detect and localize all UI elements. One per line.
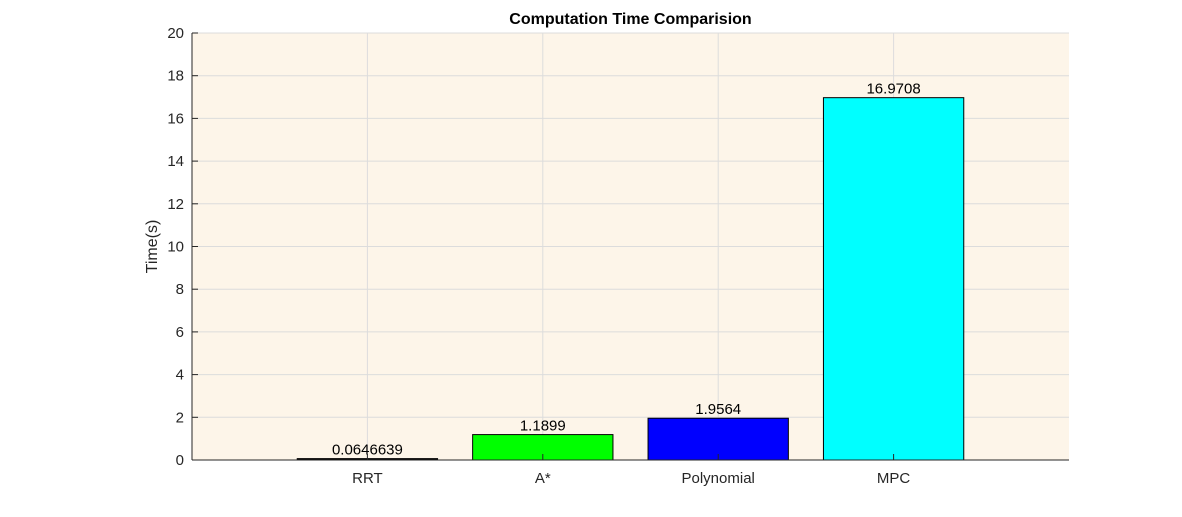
bars [296,97,965,461]
bar-value-label: 1.9564 [695,401,741,418]
x-tick-label: Polynomial [682,470,755,487]
y-tick-label: 6 [176,324,184,341]
y-tick-label: 8 [176,281,184,298]
y-tick-label: 20 [167,25,184,42]
bar-mpc [822,97,965,461]
y-tick-label: 0 [176,452,184,469]
y-tick-label: 16 [167,110,184,127]
y-tick-label: 4 [176,367,184,384]
y-tick-label: 18 [167,68,184,85]
data-labels: 0.0646639 1.1899 1.9564 16.9708 [332,81,921,459]
bar-value-label: 16.9708 [866,81,920,98]
x-tick-label: A* [535,470,551,487]
bar-value-label: 0.0646639 [332,442,403,459]
chart-title: Computation Time Comparision [509,11,751,28]
y-tick-label: 14 [167,153,184,170]
y-tick-label: 2 [176,409,184,426]
y-tick-label: 10 [167,239,184,256]
axes: 0 2 4 6 8 10 12 14 16 18 20 RRT A* Polynomial MPC [167,25,1069,487]
bar-polynomial [647,417,789,461]
y-tick-label: 12 [167,196,184,213]
y-axis-label: Time(s) [144,220,161,274]
x-tick-label: RRT [352,470,383,487]
bar-value-label: 1.1899 [520,418,566,435]
x-tick-label: MPC [877,470,911,487]
